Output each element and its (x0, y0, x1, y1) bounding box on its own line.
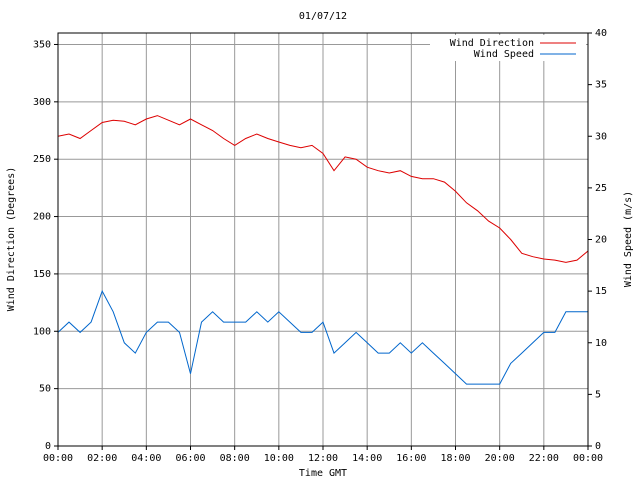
y-axis-label-right: Wind Speed (m/s) (623, 191, 634, 287)
x-tick-label: 18:00 (440, 453, 470, 464)
x-tick-label: 06:00 (175, 453, 205, 464)
series-line-wind-direction (57, 115, 589, 263)
y-right-tick-label: 30 (595, 131, 607, 142)
y-left-tick-label: 300 (33, 97, 51, 108)
y-left-tick-label: 150 (33, 269, 51, 280)
y-left-tick-label: 200 (33, 212, 51, 223)
y-right-tick-label: 10 (595, 338, 607, 349)
x-tick-label: 12:00 (308, 453, 338, 464)
y-right-tick-label: 25 (595, 183, 607, 194)
x-tick-label: 04:00 (131, 453, 161, 464)
y-left-tick-label: 0 (45, 441, 51, 452)
x-tick-label: 14:00 (352, 453, 382, 464)
y-right-tick-label: 20 (595, 235, 607, 246)
y-left-tick-label: 50 (39, 384, 51, 395)
y-axis-label-left: Wind Direction (Degrees) (6, 167, 17, 312)
x-tick-label: 10:00 (264, 453, 294, 464)
x-tick-label: 00:00 (573, 453, 603, 464)
x-tick-label: 02:00 (87, 453, 117, 464)
y-right-tick-label: 40 (595, 28, 607, 39)
tick-labels: 00:00 02:00 04:00 06:00 08:00 10:00 12:00 14:00… (33, 28, 607, 464)
series-layer (57, 115, 589, 385)
y-left-tick-label: 350 (33, 39, 51, 50)
grid (58, 33, 588, 446)
x-tick-label: 08:00 (220, 453, 250, 464)
series-line-wind-speed (57, 289, 588, 385)
y-left-tick-label: 250 (33, 154, 51, 165)
legend-label-wind-direction: Wind Direction (450, 38, 534, 49)
x-axis-label: Time GMT (299, 468, 347, 479)
legend-background (430, 35, 586, 61)
x-tick-label: 22:00 (529, 453, 559, 464)
legend: Wind Direction Wind Speed (430, 35, 586, 61)
y-right-tick-label: 0 (595, 441, 601, 452)
x-tick-label: 20:00 (485, 453, 515, 464)
x-tick-label: 00:00 (43, 453, 73, 464)
x-tick-label: 16:00 (396, 453, 426, 464)
y-left-tick-label: 100 (33, 326, 51, 337)
ticks (54, 32, 592, 450)
legend-label-wind-speed: Wind Speed (474, 49, 534, 60)
y-right-tick-label: 15 (595, 286, 607, 297)
y-right-tick-label: 5 (595, 389, 601, 400)
chart-title: 01/07/12 (299, 11, 347, 22)
y-right-tick-label: 35 (595, 80, 607, 91)
